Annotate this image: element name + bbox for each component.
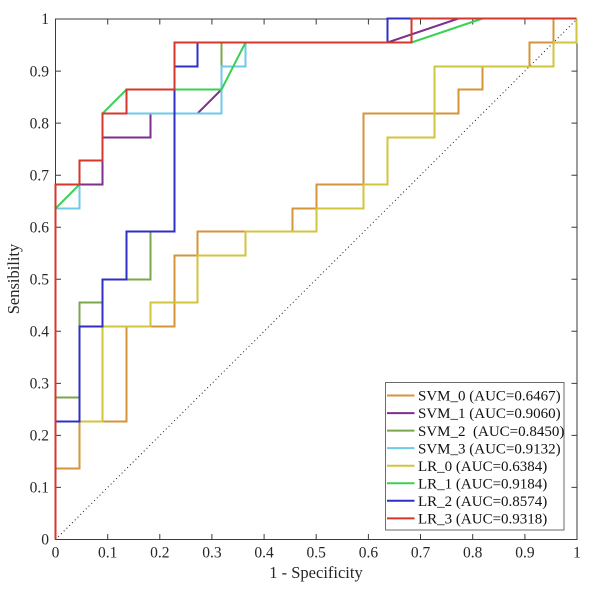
svg-text:0.6: 0.6 bbox=[30, 219, 50, 236]
svg-text:0.1: 0.1 bbox=[30, 480, 49, 497]
svg-text:SVM_1 (AUC=0.9060): SVM_1 (AUC=0.9060) bbox=[418, 406, 561, 422]
svg-text:SVM_3 (AUC=0.9132): SVM_3 (AUC=0.9132) bbox=[418, 441, 561, 457]
svg-text:SVM_2 (AUC=0.8450): SVM_2 (AUC=0.8450) bbox=[418, 424, 564, 440]
svg-text:0.3: 0.3 bbox=[30, 376, 50, 393]
svg-text:LR_1 (AUC=0.9184): LR_1 (AUC=0.9184) bbox=[418, 476, 547, 492]
svg-text:0: 0 bbox=[41, 532, 49, 549]
svg-text:0.2: 0.2 bbox=[30, 428, 49, 445]
svg-text:0.1: 0.1 bbox=[98, 545, 117, 562]
svg-text:0.4: 0.4 bbox=[254, 545, 274, 562]
svg-text:0.7: 0.7 bbox=[411, 545, 431, 562]
svg-text:0.7: 0.7 bbox=[30, 167, 50, 184]
svg-text:0.9: 0.9 bbox=[30, 63, 50, 80]
svg-text:1: 1 bbox=[573, 545, 581, 562]
svg-text:1 - Specificity: 1 - Specificity bbox=[269, 563, 363, 582]
svg-text:Sensibility: Sensibility bbox=[4, 243, 23, 314]
svg-text:0.6: 0.6 bbox=[359, 545, 379, 562]
svg-text:1: 1 bbox=[41, 11, 49, 28]
svg-text:0.8: 0.8 bbox=[463, 545, 483, 562]
svg-text:0.2: 0.2 bbox=[150, 545, 169, 562]
svg-text:LR_2 (AUC=0.8574): LR_2 (AUC=0.8574) bbox=[418, 494, 547, 510]
svg-text:0.5: 0.5 bbox=[307, 545, 327, 562]
svg-text:SVM_0 (AUC=0.6467): SVM_0 (AUC=0.6467) bbox=[418, 389, 561, 405]
svg-text:LR_0 (AUC=0.6384): LR_0 (AUC=0.6384) bbox=[418, 459, 547, 475]
svg-text:0.8: 0.8 bbox=[30, 115, 50, 132]
svg-text:0.5: 0.5 bbox=[30, 271, 50, 288]
svg-text:LR_3 (AUC=0.9318): LR_3 (AUC=0.9318) bbox=[418, 512, 547, 528]
svg-text:0.4: 0.4 bbox=[30, 324, 50, 341]
svg-text:0.9: 0.9 bbox=[515, 545, 535, 562]
svg-text:0.3: 0.3 bbox=[202, 545, 222, 562]
svg-text:0: 0 bbox=[52, 545, 60, 562]
